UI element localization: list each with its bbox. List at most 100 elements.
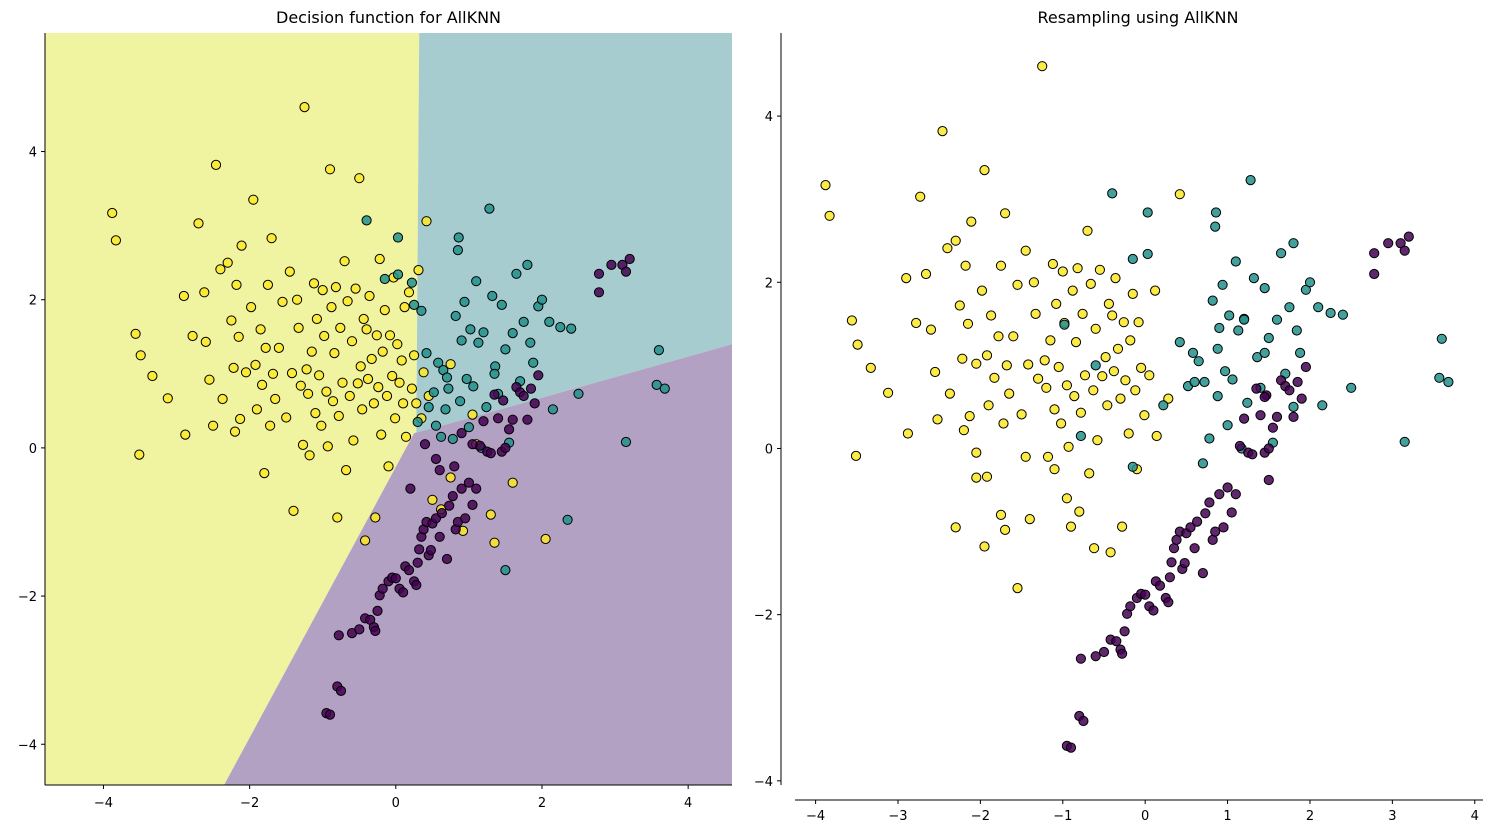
point-teal <box>461 373 472 385</box>
point-yellow <box>1127 288 1138 299</box>
point-purple <box>522 414 533 425</box>
point-teal <box>412 416 423 428</box>
point-yellow <box>231 279 242 290</box>
point-purple <box>1271 411 1283 422</box>
point-teal <box>1127 253 1138 265</box>
point-purple <box>529 398 540 409</box>
point-yellow <box>135 350 146 361</box>
point-teal <box>1291 325 1302 336</box>
point-purple <box>1288 411 1299 422</box>
point-yellow <box>355 361 366 372</box>
point-yellow <box>1012 583 1023 594</box>
point-teal <box>1288 401 1299 412</box>
point-teal <box>1252 352 1263 363</box>
point-teal <box>421 348 432 359</box>
point-purple <box>430 453 442 465</box>
point-yellow <box>979 541 990 552</box>
point-yellow <box>284 266 295 277</box>
x-tick-label: 2 <box>538 796 546 811</box>
point-teal <box>1271 314 1283 325</box>
point-yellow <box>288 505 299 516</box>
point-yellow <box>339 256 350 267</box>
point-teal <box>653 345 665 356</box>
point-purple <box>1383 238 1394 249</box>
point-teal <box>1325 307 1336 319</box>
point-yellow <box>215 264 226 275</box>
point-yellow <box>979 165 990 176</box>
point-purple <box>324 709 336 720</box>
point-teal <box>392 269 404 280</box>
point-teal <box>1227 374 1238 385</box>
point-yellow <box>1123 428 1134 439</box>
point-teal <box>478 327 489 338</box>
point-teal <box>1075 430 1087 442</box>
chart-title: Resampling using AllKNN <box>1038 8 1239 27</box>
point-yellow <box>1000 208 1011 219</box>
point-yellow <box>850 450 862 461</box>
point-yellow <box>1136 362 1147 373</box>
point-teal <box>1187 347 1199 358</box>
point-yellow <box>400 431 412 442</box>
point-yellow <box>1163 393 1174 404</box>
point-yellow <box>134 449 145 460</box>
x-tick-label: 4 <box>1471 809 1479 824</box>
point-purple <box>449 461 460 472</box>
point-purple <box>471 483 482 494</box>
point-teal <box>430 420 442 431</box>
point-yellow <box>950 522 961 533</box>
point-purple <box>498 395 509 406</box>
point-purple <box>493 413 504 424</box>
y-tick-label: −2 <box>18 590 37 605</box>
point-yellow <box>147 370 158 382</box>
point-yellow <box>1053 361 1064 373</box>
point-yellow <box>932 414 943 425</box>
point-yellow <box>327 396 339 407</box>
point-yellow <box>381 390 393 402</box>
point-yellow <box>1144 370 1155 381</box>
point-yellow <box>1120 375 1131 386</box>
point-teal <box>443 383 454 394</box>
point-yellow <box>1151 430 1162 442</box>
point-yellow <box>383 461 394 472</box>
point-yellow <box>1020 451 1031 462</box>
point-yellow <box>954 300 965 311</box>
point-yellow <box>248 194 259 205</box>
point-yellow <box>208 420 219 431</box>
x-tick-label: 1 <box>1223 809 1231 824</box>
point-yellow <box>303 388 314 399</box>
point-purple <box>354 624 365 635</box>
point-yellow <box>1097 371 1108 382</box>
point-teal <box>433 357 444 368</box>
point-yellow <box>1004 388 1015 399</box>
point-yellow <box>1049 404 1060 415</box>
point-purple <box>593 287 605 298</box>
point-teal <box>1174 337 1185 348</box>
point-yellow <box>358 313 369 325</box>
point-yellow <box>317 285 328 296</box>
point-yellow <box>379 305 390 316</box>
point-yellow <box>958 425 970 436</box>
point-yellow <box>314 370 325 381</box>
point-yellow <box>1041 382 1052 393</box>
point-yellow <box>1061 380 1073 391</box>
point-teal <box>573 388 584 399</box>
point-purple <box>1185 522 1196 533</box>
point-yellow <box>411 398 422 409</box>
point-yellow <box>1047 258 1059 270</box>
point-purple <box>1168 543 1180 554</box>
point-yellow <box>187 330 198 342</box>
point-teal <box>452 245 463 256</box>
point-purple <box>460 513 471 524</box>
point-yellow <box>902 428 914 439</box>
point-yellow <box>489 537 500 548</box>
point-purple <box>467 439 478 450</box>
point-yellow <box>1020 245 1031 256</box>
point-purple <box>444 500 455 511</box>
point-yellow <box>1057 266 1068 277</box>
point-yellow <box>233 331 244 342</box>
point-teal <box>620 436 632 448</box>
point-purple <box>333 630 344 641</box>
point-yellow <box>1072 263 1083 274</box>
point-yellow <box>398 398 409 409</box>
point-yellow <box>957 353 968 364</box>
